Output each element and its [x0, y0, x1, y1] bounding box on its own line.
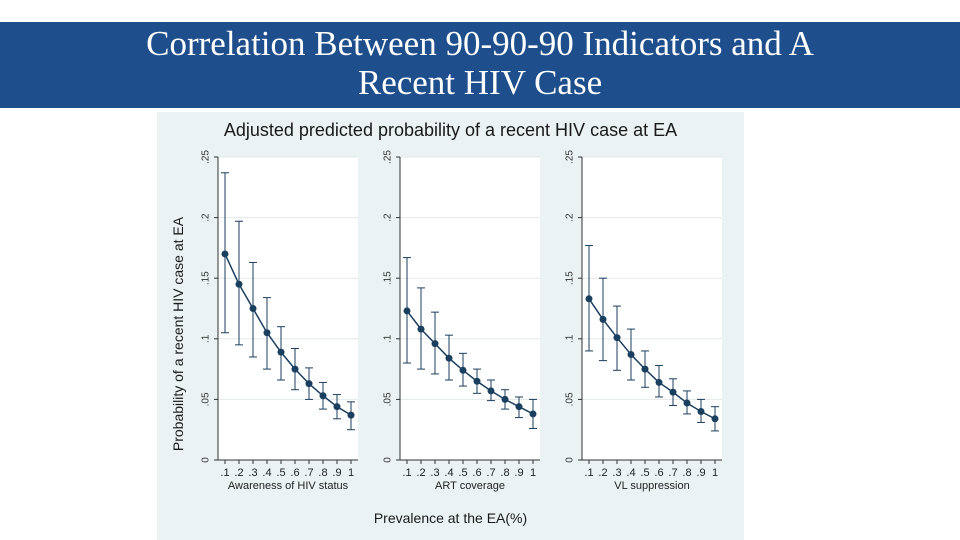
- y-tick-label: 0: [383, 457, 394, 463]
- x-tick-label: .2: [416, 467, 425, 479]
- data-point: [711, 415, 719, 423]
- y-tick-label: .25: [565, 150, 576, 164]
- series-line: [406, 310, 534, 415]
- x-tick-label: .4: [444, 467, 453, 479]
- x-tick-label: .9: [332, 467, 341, 479]
- x-tick-label: .8: [682, 467, 691, 479]
- y-tick-label: .1: [201, 334, 212, 343]
- y-tick-label: .15: [383, 271, 394, 285]
- x-tick-label: .6: [654, 467, 663, 479]
- data-point: [235, 280, 243, 288]
- y-tick-label: 0: [201, 457, 212, 463]
- panel-x-label: Awareness of HIV status: [228, 480, 349, 492]
- chart-title: Adjusted predicted probability of a rece…: [223, 120, 678, 140]
- data-point: [515, 403, 523, 411]
- data-point: [487, 387, 495, 395]
- data-point: [277, 348, 285, 356]
- data-point: [305, 380, 313, 388]
- x-tick-label: .3: [430, 467, 439, 479]
- data-point: [669, 388, 677, 396]
- x-tick-label: .5: [640, 467, 649, 479]
- y-tick-label: .2: [383, 213, 394, 222]
- series-line: [224, 253, 352, 416]
- y-tick-label: .1: [565, 334, 576, 343]
- panel-background: [218, 157, 358, 460]
- data-point: [501, 395, 509, 403]
- x-tick-label: .3: [248, 467, 257, 479]
- y-tick-label: .25: [201, 150, 212, 164]
- series-line: [588, 298, 716, 420]
- chart-figure: Adjusted predicted probability of a rece…: [157, 112, 744, 540]
- y-tick-label: .2: [565, 213, 576, 222]
- x-tick-label: .8: [318, 467, 327, 479]
- panel-background: [400, 157, 540, 460]
- data-point: [585, 295, 593, 303]
- x-tick-label: .8: [500, 467, 509, 479]
- x-tick-label: 1: [348, 467, 354, 479]
- y-tick-label: .1: [383, 334, 394, 343]
- data-point: [697, 408, 705, 416]
- x-tick-label: .5: [276, 467, 285, 479]
- data-point: [655, 378, 663, 386]
- data-point: [319, 392, 327, 400]
- data-point: [403, 307, 411, 315]
- data-point: [263, 329, 271, 337]
- y-tick-label: .25: [383, 150, 394, 164]
- data-point: [347, 411, 355, 419]
- y-tick-label: 0: [565, 457, 576, 463]
- x-tick-label: .2: [598, 467, 607, 479]
- data-point: [445, 354, 453, 362]
- data-point: [683, 399, 691, 407]
- x-tick-label: .9: [514, 467, 523, 479]
- y-tick-label: .15: [565, 271, 576, 285]
- x-tick-label: .1: [402, 467, 411, 479]
- x-tick-label: .6: [472, 467, 481, 479]
- x-tick-label: .5: [458, 467, 467, 479]
- x-axis-title: Prevalence at the EA(%): [373, 510, 528, 526]
- data-point: [221, 250, 229, 258]
- x-tick-label: .2: [234, 467, 243, 479]
- data-point: [529, 410, 537, 418]
- x-tick-label: .7: [304, 467, 313, 479]
- chart-plot-area: 0.05.1.15.2.25.1.2.3.4.5.6.7.8.9 1Awarene…: [201, 150, 722, 492]
- x-tick-label: .1: [220, 467, 229, 479]
- data-point: [459, 366, 467, 374]
- data-point: [333, 403, 341, 411]
- panel-x-label: VL suppression: [614, 480, 689, 492]
- y-tick-label: .05: [565, 392, 576, 406]
- data-point: [627, 351, 635, 359]
- x-tick-label: .6: [290, 467, 299, 479]
- panel-x-label: ART coverage: [435, 480, 505, 492]
- data-point: [249, 305, 257, 312]
- x-tick-label: 1: [712, 467, 718, 479]
- data-point: [417, 325, 425, 333]
- x-tick-label: .1: [584, 467, 593, 479]
- x-tick-label: .7: [486, 467, 495, 479]
- data-point: [431, 340, 439, 348]
- y-tick-label: .05: [201, 392, 212, 406]
- x-tick-label: .7: [668, 467, 677, 479]
- x-tick-label: .9: [696, 467, 705, 479]
- y-tick-label: .2: [201, 213, 212, 222]
- x-tick-label: .4: [262, 467, 271, 479]
- y-axis-title: Probability of a recent HIV case at EA: [170, 216, 186, 452]
- data-point: [613, 334, 621, 342]
- data-point: [291, 365, 299, 373]
- x-tick-label: .3: [612, 467, 621, 479]
- y-tick-label: .05: [383, 392, 394, 406]
- slide-title: Correlation Between 90-90-90 Indicators …: [146, 24, 814, 102]
- data-point: [473, 377, 481, 385]
- title-bar: [0, 22, 960, 108]
- data-point: [641, 365, 649, 373]
- x-tick-label: 1: [530, 467, 536, 479]
- x-tick-label: .4: [626, 467, 635, 479]
- data-point: [599, 315, 607, 323]
- y-tick-label: .15: [201, 271, 212, 285]
